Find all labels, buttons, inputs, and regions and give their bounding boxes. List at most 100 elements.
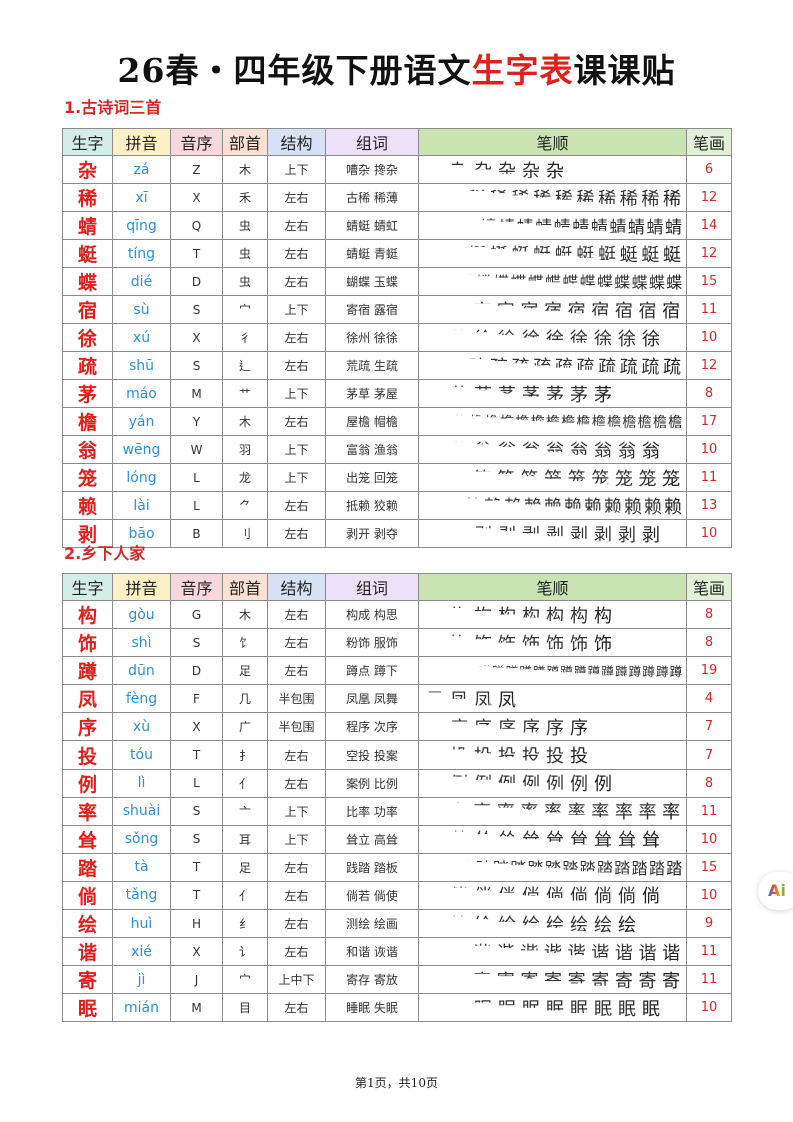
stroke-step: 檐	[622, 414, 637, 431]
initial-cell: S	[170, 351, 223, 380]
stroke-step: 眠	[642, 998, 660, 1020]
words-cell: 寄存 寄放	[325, 965, 419, 995]
stroke-count-cell: 8	[686, 628, 732, 658]
pinyin-cell: xú	[112, 323, 171, 352]
initial-cell: L	[170, 768, 223, 798]
stroke-step: 檐	[530, 414, 545, 431]
stroke-step: 赖	[484, 496, 502, 518]
pinyin-cell: sù	[112, 295, 171, 324]
stroke-order-cell: 率率率率率率率率率率率	[418, 796, 687, 826]
stroke-step: 蹲	[587, 664, 601, 680]
pinyin-cell: fèng	[112, 684, 171, 714]
stroke-step: 蹲	[437, 661, 451, 663]
stroke-step: 蹲	[573, 664, 587, 680]
radical-cell: 足	[222, 852, 268, 882]
table-row: 宿 sù S 宀上下 寄宿 露宿宿宿宿宿宿宿宿宿宿宿宿 11	[62, 295, 732, 324]
stroke-step: 徐	[498, 328, 516, 350]
stroke-step: 踏	[596, 858, 613, 878]
stroke-step: 眠	[618, 998, 636, 1020]
character-cell: 翁	[62, 435, 113, 464]
stroke-step: 蝶	[423, 270, 440, 272]
initial-cell: F	[170, 684, 223, 714]
radical-cell: 木	[222, 155, 268, 184]
column-header: 部首	[222, 128, 268, 156]
stroke-step: 踏	[441, 858, 457, 878]
stroke-step: 例	[450, 774, 468, 796]
initial-cell: T	[170, 239, 223, 268]
stroke-step: 构	[546, 605, 564, 627]
character-cell: 笼	[62, 463, 113, 492]
words-cell: 比率 功率	[325, 796, 419, 826]
stroke-step: 徐	[594, 328, 612, 350]
words-cell: 空投 投案	[325, 740, 419, 770]
structure-cell: 上下	[267, 155, 326, 184]
table-row: 蹲 dūn D 足左右 蹲点 蹲下 蹲蹲蹲蹲蹲蹲蹲蹲蹲蹲蹲蹲蹲蹲蹲蹲蹲蹲蹲 19	[62, 656, 732, 686]
stroke-order-cell: 饰饰饰饰饰饰饰饰	[418, 628, 687, 658]
stroke-step: 踏	[423, 856, 440, 858]
stroke-step: 蜻	[460, 218, 478, 238]
structure-cell: 左右	[267, 599, 326, 630]
stroke-step: 蜓	[576, 244, 595, 266]
stroke-order-cell: 茅茅茅茅茅茅茅茅	[418, 379, 687, 408]
stroke-step: 投	[450, 746, 468, 768]
character-cell: 眠	[62, 993, 113, 1023]
stroke-step: 剥	[570, 524, 588, 546]
words-cell: 蹲点 蹲下	[325, 656, 419, 686]
stroke-count-cell: 4	[686, 684, 732, 714]
ai-assistant-button[interactable]: Ai	[758, 872, 793, 910]
stroke-step: 徐	[618, 328, 636, 350]
words-cell: 嘈杂 搀杂	[325, 155, 419, 184]
stroke-step: 例	[546, 774, 564, 796]
stroke-step: 蜓	[468, 244, 487, 266]
table-row: 蜓 tíng T 虫左右 蜻蜓 青蜓蜓蜓蜓蜓蜓蜓蜓蜓蜓蜓蜓蜓 12	[62, 239, 732, 268]
initial-cell: X	[170, 937, 223, 967]
radical-cell: 虫	[222, 211, 268, 240]
pinyin-cell: qīng	[112, 211, 171, 240]
words-cell: 耸立 高耸	[325, 824, 419, 854]
stroke-step: 踏	[562, 858, 579, 878]
stroke-step: 蜓	[554, 244, 573, 266]
stroke-step: 檐	[637, 414, 652, 431]
initial-cell: B	[170, 519, 223, 548]
stroke-step: 率	[567, 802, 586, 824]
stroke-order-cell: 踏踏踏踏踏踏踏踏踏踏踏踏踏踏踏	[418, 852, 687, 882]
character-cell: 剥	[62, 519, 113, 548]
initial-cell: Q	[170, 211, 223, 240]
table-row: 耸 sǒng S 耳上下 耸立 高耸耸耸耸耸耸耸耸耸耸耸 10	[62, 824, 732, 854]
stroke-step: 寄	[496, 970, 515, 992]
stroke-step: 翁	[570, 440, 588, 462]
stroke-step: 眠	[570, 998, 588, 1020]
stroke-step: 寄	[591, 970, 610, 992]
pinyin-cell: bāo	[112, 519, 171, 548]
structure-cell: 上下	[267, 435, 326, 464]
stroke-step: 蹲	[532, 664, 546, 680]
stroke-step: 眠	[423, 995, 447, 998]
stroke-step: 檐	[423, 412, 438, 413]
stroke-step: 踏	[458, 858, 475, 878]
stroke-step: 饰	[522, 633, 540, 655]
stroke-count-cell: 8	[686, 379, 732, 408]
structure-cell: 半包围	[267, 684, 326, 714]
stroke-step: 绘	[618, 914, 636, 936]
stroke-step: 蜻	[572, 218, 590, 238]
stroke-step: 倘	[474, 886, 492, 908]
stroke-step: 序	[474, 717, 492, 739]
stroke-step: 赖	[544, 496, 562, 518]
page-title: 26春・四年级下册语文生字表课课贴	[0, 44, 793, 92]
structure-cell: 左右	[267, 993, 326, 1023]
stroke-step: 踏	[648, 858, 665, 878]
radical-cell: 虫	[222, 267, 268, 296]
stroke-step: 饰	[474, 633, 492, 655]
stroke-step: 绘	[570, 914, 588, 936]
stroke-step: 宿	[449, 300, 468, 322]
stroke-step: 耸	[474, 830, 492, 852]
words-cell: 蜻蜓 青蜓	[325, 239, 419, 268]
character-cell: 例	[62, 768, 113, 798]
stroke-step: 序	[546, 717, 564, 739]
character-cell: 疏	[62, 351, 113, 380]
stroke-step: 蹲	[464, 664, 478, 680]
structure-cell: 左右	[267, 937, 326, 967]
stroke-step: 序	[498, 717, 516, 739]
stroke-step: 率	[449, 802, 468, 824]
